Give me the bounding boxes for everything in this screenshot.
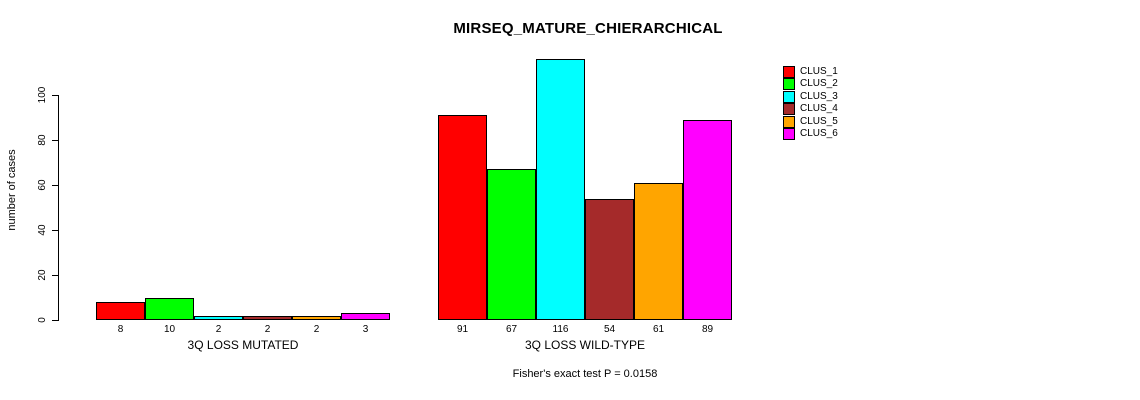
- y-tick-mark: [52, 320, 58, 321]
- bar-clus_1: [96, 302, 145, 320]
- legend-swatch-clus_5: [783, 115, 795, 128]
- bar-clus_5: [292, 315, 341, 320]
- bar-value-label: 3: [362, 324, 369, 335]
- x-axis-group-label: 3Q LOSS MUTATED: [187, 338, 299, 352]
- bar-value-label: 91: [456, 324, 469, 335]
- bar-value-label: 89: [701, 324, 714, 335]
- bar-clus_2: [487, 169, 536, 320]
- bar-value-label: 8: [117, 324, 124, 335]
- bar-clus_3: [194, 315, 243, 320]
- y-tick-label: 100: [37, 86, 48, 104]
- legend-label-clus_1: CLUS_1: [800, 66, 838, 77]
- legend-label-clus_3: CLUS_3: [800, 90, 838, 102]
- bar-value-label: 67: [505, 324, 518, 335]
- bar-value-label: 61: [652, 324, 665, 335]
- legend-swatch-clus_1: [783, 66, 795, 78]
- bar-clus_4: [243, 315, 292, 320]
- legend-swatch-clus_3: [783, 90, 795, 103]
- y-tick-mark: [52, 230, 58, 231]
- y-tick-label: 20: [37, 269, 48, 281]
- bar-clus_1: [438, 115, 487, 320]
- y-tick-mark: [52, 140, 58, 141]
- legend-swatch-clus_6: [783, 128, 795, 140]
- bar-value-label: 116: [552, 324, 569, 335]
- bar-clus_6: [683, 119, 732, 320]
- bar-value-label: 2: [313, 324, 320, 335]
- y-tick-label: 0: [37, 317, 48, 323]
- y-tick-mark: [52, 275, 58, 276]
- y-tick-mark: [52, 95, 58, 96]
- bar-clus_2: [145, 297, 194, 320]
- bar-value-label: 10: [163, 324, 176, 335]
- y-axis-line: [58, 95, 59, 321]
- bar-clus_4: [585, 198, 634, 320]
- chart-title: MIRSEQ_MATURE_CHIERARCHICAL: [453, 20, 723, 37]
- y-tick-label: 40: [37, 224, 48, 236]
- legend-label-clus_4: CLUS_4: [800, 103, 838, 115]
- legend-label-clus_2: CLUS_2: [800, 78, 838, 90]
- fisher-test-annotation: Fisher's exact test P = 0.0158: [512, 368, 658, 380]
- legend-label-clus_6: CLUS_6: [800, 128, 838, 139]
- y-tick-label: 60: [37, 179, 48, 191]
- bar-value-label: 2: [264, 324, 271, 335]
- legend-label-clus_5: CLUS_5: [800, 115, 838, 127]
- bar-clus_6: [341, 313, 390, 320]
- bar-value-label: 54: [603, 324, 616, 335]
- y-tick-label: 80: [37, 134, 48, 146]
- y-axis-label: number of cases: [6, 149, 18, 231]
- legend-swatch-clus_2: [783, 78, 795, 91]
- bar-clus_5: [634, 182, 683, 320]
- legend-swatch-clus_4: [783, 103, 795, 116]
- x-axis-group-label: 3Q LOSS WILD-TYPE: [524, 338, 646, 352]
- bar-value-label: 2: [215, 324, 222, 335]
- y-tick-mark: [52, 185, 58, 186]
- bar-clus_3: [536, 59, 585, 320]
